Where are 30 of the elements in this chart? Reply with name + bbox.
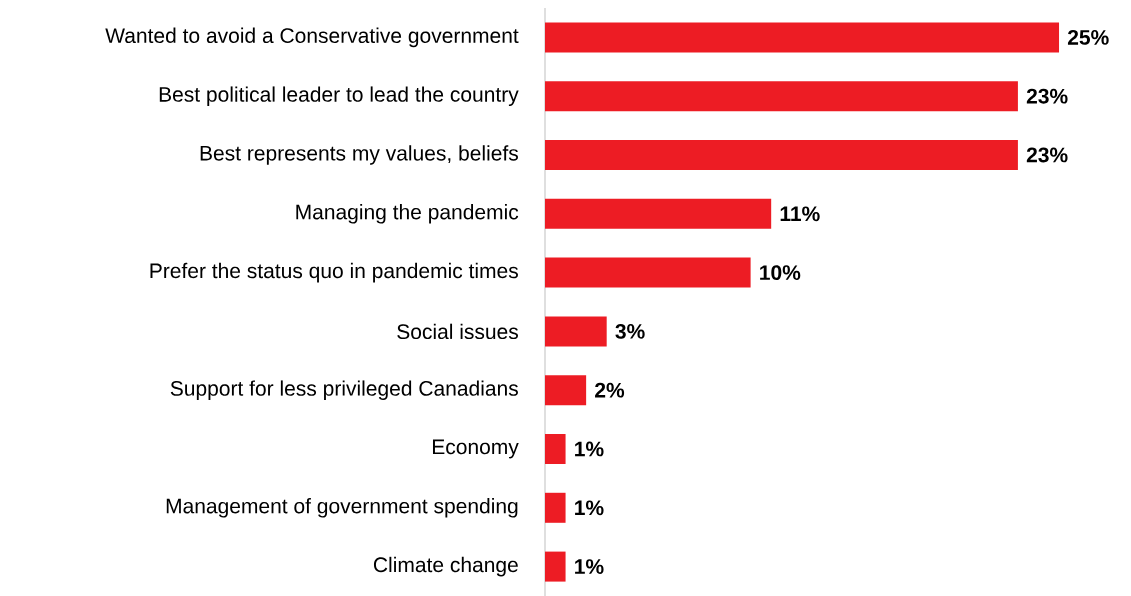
y-tick-label: Social issues xyxy=(397,323,518,340)
bar xyxy=(545,257,751,288)
data-label: 25% xyxy=(1067,29,1109,45)
bar xyxy=(545,551,566,582)
data-label: 23% xyxy=(1026,147,1068,163)
bar xyxy=(545,316,607,347)
bar xyxy=(545,198,772,229)
data-label: 1% xyxy=(575,500,604,516)
bar xyxy=(545,492,566,523)
data-label: 1% xyxy=(575,441,604,457)
y-tick-label: Best political leader to lead the country xyxy=(159,86,519,106)
data-label: 11% xyxy=(780,206,820,222)
data-label: 23% xyxy=(1026,88,1068,104)
y-tick-label: Wanted to avoid a Conservative government xyxy=(105,27,519,48)
bar xyxy=(545,375,587,406)
data-label: 1% xyxy=(575,559,604,574)
bar xyxy=(545,434,566,464)
data-label: 3% xyxy=(615,323,645,339)
y-tick-label: Climate change xyxy=(373,556,518,577)
y-tick-label: Support for less privileged Canadians xyxy=(170,380,518,400)
data-label: 10% xyxy=(760,265,801,281)
data-label: 2% xyxy=(595,382,625,398)
y-tick-label: Managing the pandemic xyxy=(296,204,519,224)
bar xyxy=(545,22,1060,53)
bar xyxy=(545,81,1018,112)
y-tick-label: Prefer the status quo in pandemic times xyxy=(150,262,518,283)
y-tick-label: Management of government spending xyxy=(166,498,518,518)
bar xyxy=(545,140,1018,170)
y-tick-label: Economy xyxy=(432,439,519,459)
y-tick-label: Best represents my values, beliefs xyxy=(200,145,518,165)
